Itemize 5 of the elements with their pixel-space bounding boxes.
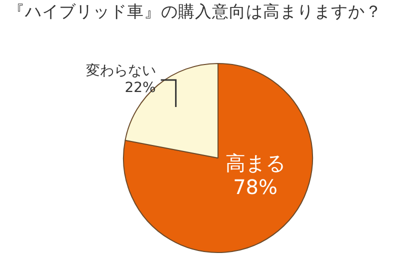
data-label: 22% (124, 80, 156, 96)
chart-title: 『ハイブリッド車』の購入意向は高まりますか？ (8, 1, 382, 23)
slice-label: 高まる (225, 150, 286, 175)
data-label: 78% (233, 174, 278, 199)
slice-label: 変わらない (86, 63, 156, 80)
